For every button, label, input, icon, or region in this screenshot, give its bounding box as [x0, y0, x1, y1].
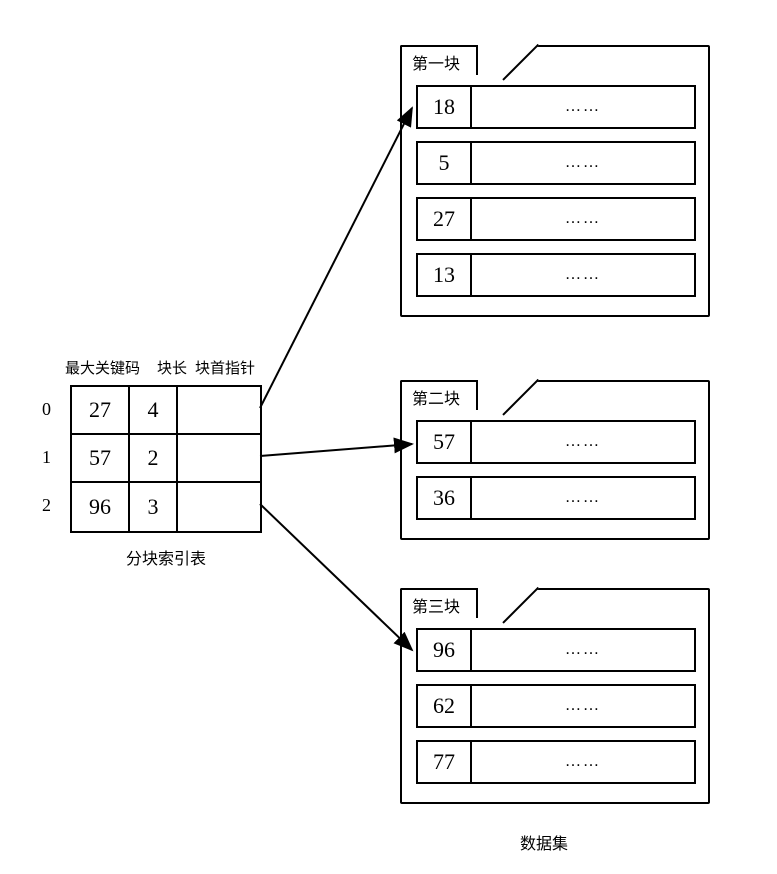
- record-data: ……: [472, 697, 694, 715]
- record-key: 27: [418, 199, 472, 239]
- cell-block-len: 2: [130, 435, 178, 481]
- record: 18 ……: [416, 85, 696, 129]
- record: 36 ……: [416, 476, 696, 520]
- header-head-ptr: 块首指针: [195, 357, 255, 378]
- index-table: 最大关键码 块长 块首指针 0 27 4 1 57 2 2 96 3: [70, 385, 262, 569]
- dataset-caption: 数据集: [520, 830, 568, 854]
- record-data: ……: [472, 210, 694, 228]
- record: 96 ……: [416, 628, 696, 672]
- record-data: ……: [472, 154, 694, 172]
- record-data: ……: [472, 753, 694, 771]
- record-key: 5: [418, 143, 472, 183]
- cell-max-key: 57: [72, 435, 130, 481]
- pointer-arrow: [260, 504, 412, 650]
- cell-block-len: 4: [130, 387, 178, 433]
- record-data: ……: [472, 489, 694, 507]
- record: 62 ……: [416, 684, 696, 728]
- index-row: 1 57 2: [72, 435, 260, 483]
- record-key: 13: [418, 255, 472, 295]
- pointer-arrow: [260, 108, 412, 408]
- pointer-arrow: [260, 444, 412, 456]
- record-key: 57: [418, 422, 472, 462]
- index-row: 2 96 3: [72, 483, 260, 531]
- record: 57 ……: [416, 420, 696, 464]
- record-key: 36: [418, 478, 472, 518]
- record: 5 ……: [416, 141, 696, 185]
- record-key: 62: [418, 686, 472, 726]
- row-label: 2: [42, 495, 51, 516]
- cell-head-ptr: [178, 387, 260, 433]
- record-key: 18: [418, 87, 472, 127]
- data-block-1: 第一块 18 …… 5 …… 27 …… 13 ……: [400, 45, 710, 317]
- record: 27 ……: [416, 197, 696, 241]
- record: 13 ……: [416, 253, 696, 297]
- cell-max-key: 96: [72, 483, 130, 531]
- header-block-len: 块长: [157, 357, 187, 378]
- cell-head-ptr: [178, 435, 260, 481]
- row-label: 0: [42, 399, 51, 420]
- block-title: 第三块: [400, 588, 478, 618]
- data-block-2: 第二块 57 …… 36 ……: [400, 380, 710, 540]
- record: 77 ……: [416, 740, 696, 784]
- record-data: ……: [472, 266, 694, 284]
- diagram-container: 最大关键码 块长 块首指针 0 27 4 1 57 2 2 96 3: [0, 0, 777, 874]
- block-title: 第一块: [400, 45, 478, 75]
- cell-max-key: 27: [72, 387, 130, 433]
- record-key: 77: [418, 742, 472, 782]
- record-data: ……: [472, 98, 694, 116]
- data-block-3: 第三块 96 …… 62 …… 77 ……: [400, 588, 710, 804]
- record-data: ……: [472, 433, 694, 451]
- cell-block-len: 3: [130, 483, 178, 531]
- header-max-key: 最大关键码: [65, 357, 140, 378]
- row-label: 1: [42, 447, 51, 468]
- index-grid: 0 27 4 1 57 2 2 96 3: [70, 385, 262, 533]
- index-row: 0 27 4: [72, 387, 260, 435]
- block-title: 第二块: [400, 380, 478, 410]
- cell-head-ptr: [178, 483, 260, 531]
- record-key: 96: [418, 630, 472, 670]
- record-data: ……: [472, 641, 694, 659]
- index-table-caption: 分块索引表: [70, 545, 262, 569]
